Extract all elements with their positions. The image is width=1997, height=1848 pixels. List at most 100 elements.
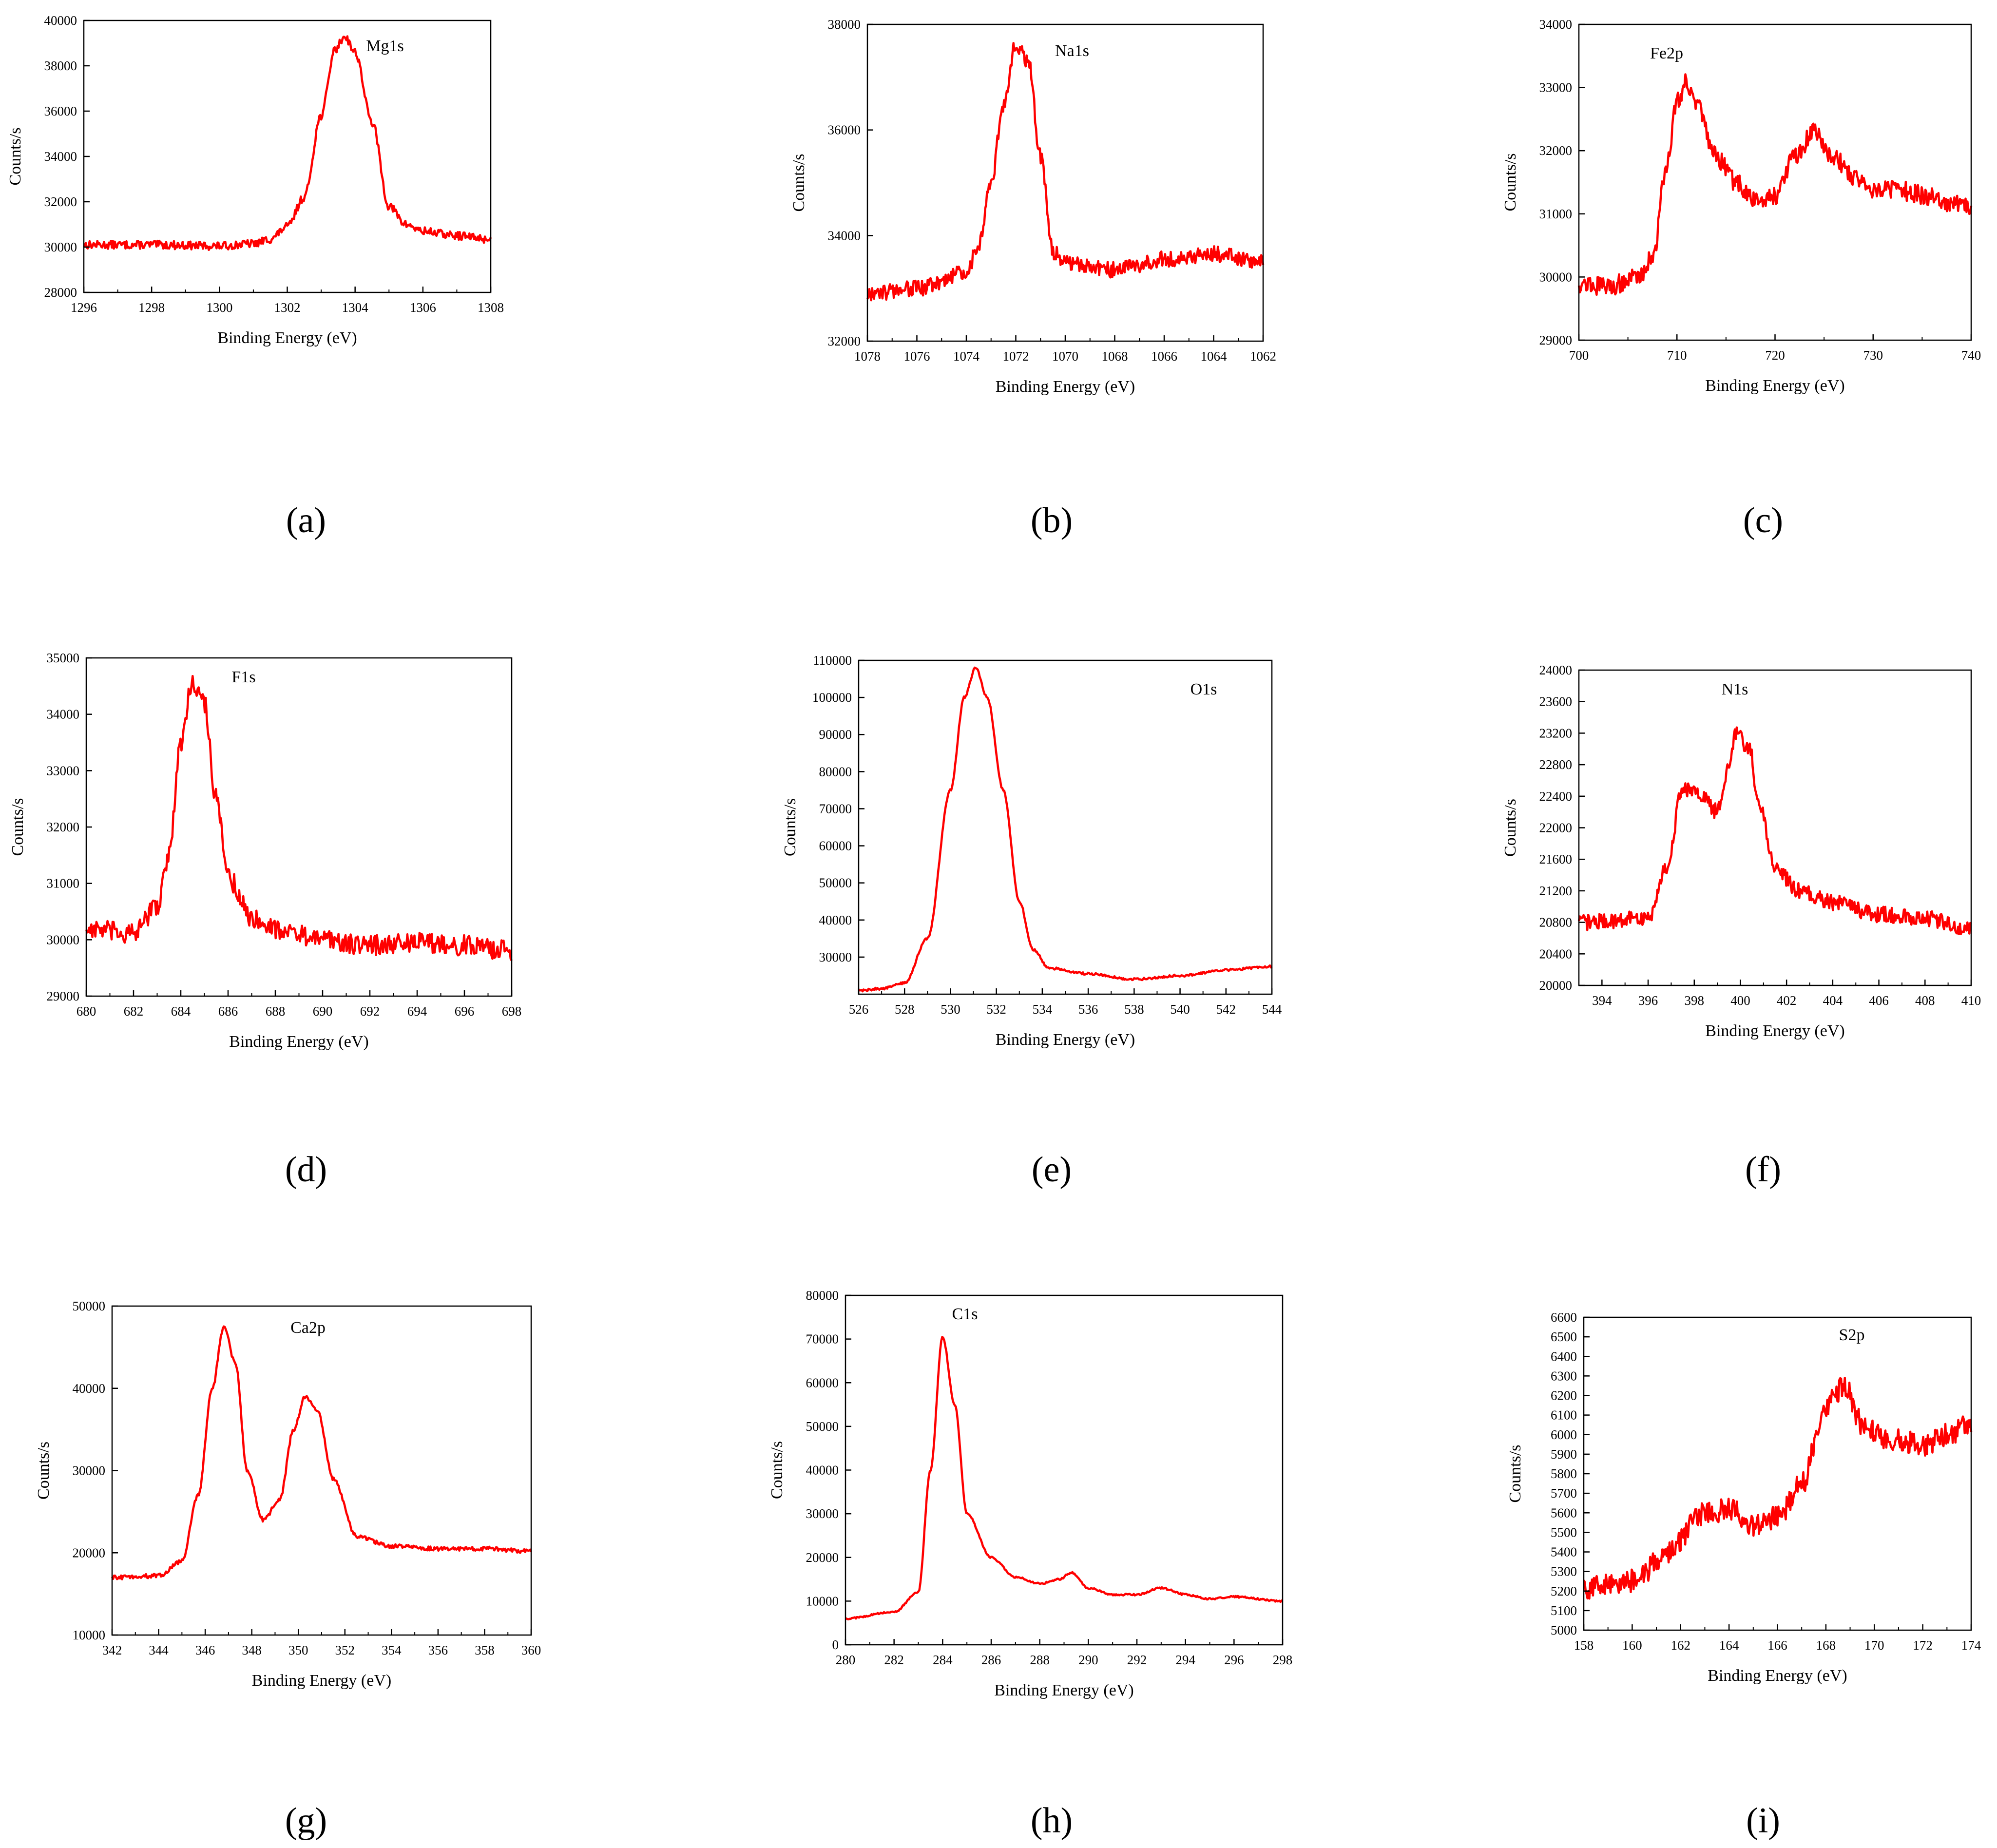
y-axis-label: Counts/s xyxy=(768,1441,786,1499)
x-tick-label: 290 xyxy=(1078,1653,1098,1667)
x-tick-label: 1300 xyxy=(206,300,232,315)
series-line-d xyxy=(85,674,513,962)
y-tick-label: 60000 xyxy=(819,839,852,853)
panel-letter: (i) xyxy=(1746,1801,1780,1841)
peak-label: C1s xyxy=(952,1305,978,1323)
y-tick-label: 36000 xyxy=(44,104,77,118)
plot-frame xyxy=(1578,669,1972,986)
x-tick-label: 532 xyxy=(986,1002,1006,1017)
y-tick-label: 33000 xyxy=(1539,80,1573,95)
plot-frame xyxy=(1583,1316,1972,1631)
x-axis-label: Binding Energy (eV) xyxy=(996,378,1135,396)
chart-panel-a: 1296 1298 1300 1302 1304 1306 1308 28000 30000 32… xyxy=(6,13,504,540)
x-tick-label: 682 xyxy=(124,1004,144,1019)
series-line-c xyxy=(1577,73,1973,296)
x-axis-label: Binding Energy (eV) xyxy=(1708,1667,1847,1685)
x-tick-label: 686 xyxy=(218,1004,238,1019)
x-tick-label: 294 xyxy=(1175,1653,1195,1667)
x-tick-label: 402 xyxy=(1777,993,1797,1008)
x-tick-label: 720 xyxy=(1765,348,1785,363)
y-tick-label: 110000 xyxy=(813,653,852,668)
y-tick-label: 29000 xyxy=(1539,333,1573,347)
y-axis-label: Counts/s xyxy=(35,1442,53,1500)
y-tick-label: 50000 xyxy=(806,1419,839,1434)
y-tick-label: 50000 xyxy=(73,1299,106,1313)
panel-letter: (g) xyxy=(285,1801,327,1841)
chart-panel-b: 1078 1076 1074 1072 1070 1068 1066 1064 1062 3200… xyxy=(790,17,1276,540)
x-tick-label: 346 xyxy=(195,1643,215,1657)
y-tick-label: 34000 xyxy=(828,228,861,243)
y-tick-label: 30000 xyxy=(819,950,852,964)
series-line-i xyxy=(1583,1377,1973,1600)
y-tick-label: 30000 xyxy=(44,240,77,254)
x-axis-label: Binding Energy (eV) xyxy=(229,1033,368,1051)
x-tick-label: 544 xyxy=(1262,1002,1282,1017)
x-tick-label: 166 xyxy=(1767,1638,1787,1653)
y-tick-label: 5800 xyxy=(1551,1466,1577,1481)
x-tick-label: 284 xyxy=(933,1653,953,1667)
peak-label: F1s xyxy=(231,668,255,686)
chart-panel-c: 700 710 720 730 740 29000 30000 31000 32000 33000… xyxy=(1501,17,1981,540)
x-tick-label: 694 xyxy=(407,1004,427,1019)
y-tick-label: 34000 xyxy=(1539,17,1573,32)
x-tick-label: 534 xyxy=(1033,1002,1053,1017)
x-tick-label: 700 xyxy=(1569,348,1589,363)
x-tick-label: 740 xyxy=(1961,348,1981,363)
x-tick-label: 1068 xyxy=(1102,349,1128,364)
x-tick-label: 1062 xyxy=(1250,349,1276,364)
y-axis-label: Counts/s xyxy=(790,154,808,212)
x-tick-label: 170 xyxy=(1864,1638,1884,1653)
series-line-b xyxy=(866,42,1265,302)
x-tick-label: 164 xyxy=(1719,1638,1739,1653)
plot-frame xyxy=(1578,23,1972,341)
y-tick-label: 30000 xyxy=(47,932,80,947)
x-tick-label: 1308 xyxy=(478,300,504,315)
y-tick-label: 20000 xyxy=(1539,978,1573,993)
y-tick-label: 30000 xyxy=(1539,270,1573,284)
x-tick-label: 1306 xyxy=(410,300,436,315)
panel-letter: (e) xyxy=(1032,1150,1072,1190)
y-tick-label: 5100 xyxy=(1551,1603,1577,1618)
y-tick-label: 36000 xyxy=(828,123,861,137)
x-tick-label: 356 xyxy=(428,1643,448,1657)
peak-label: Ca2p xyxy=(290,1319,326,1337)
x-tick-label: 526 xyxy=(849,1002,869,1017)
x-tick-label: 536 xyxy=(1078,1002,1098,1017)
x-tick-label: 1072 xyxy=(1003,349,1029,364)
x-tick-label: 404 xyxy=(1823,993,1843,1008)
chart-panel-i: 158 160 162 164 166 168 170 172 174 5000 5100 5200 5… xyxy=(1506,1310,1981,1841)
x-tick-label: 710 xyxy=(1667,348,1687,363)
x-tick-label: 730 xyxy=(1863,348,1883,363)
y-tick-label: 22800 xyxy=(1539,757,1573,772)
x-tick-label: 292 xyxy=(1127,1653,1147,1667)
y-tick-label: 5400 xyxy=(1551,1545,1577,1559)
y-tick-label: 80000 xyxy=(819,764,852,779)
y-axis-label: Counts/s xyxy=(1501,799,1519,857)
y-axis-label: Counts/s xyxy=(1501,153,1519,211)
y-tick-label: 32000 xyxy=(47,820,80,834)
x-tick-label: 1074 xyxy=(953,349,980,364)
x-tick-label: 1070 xyxy=(1052,349,1078,364)
y-tick-label: 21200 xyxy=(1539,884,1573,898)
panel-letter: (b) xyxy=(1031,500,1073,540)
x-tick-label: 396 xyxy=(1638,993,1658,1008)
peak-label: Mg1s xyxy=(366,37,403,55)
y-tick-label: 24000 xyxy=(1539,663,1573,677)
x-tick-label: 698 xyxy=(502,1004,522,1019)
chart-panel-h: 280 282 284 286 288 290 292 294 296 298 0 10000 2000… xyxy=(768,1288,1292,1841)
peak-label: Na1s xyxy=(1055,42,1089,60)
y-tick-label: 5500 xyxy=(1551,1525,1577,1540)
y-tick-label: 31000 xyxy=(1539,207,1573,221)
x-tick-label: 286 xyxy=(981,1653,1001,1667)
y-tick-label: 70000 xyxy=(806,1332,839,1347)
y-tick-label: 22400 xyxy=(1539,789,1573,804)
x-tick-label: 350 xyxy=(288,1643,308,1657)
series-line-e xyxy=(858,666,1273,993)
x-tick-label: 680 xyxy=(77,1004,96,1019)
y-tick-label: 38000 xyxy=(44,58,77,73)
y-tick-label: 30000 xyxy=(806,1506,839,1521)
x-tick-label: 1078 xyxy=(854,349,881,364)
x-tick-label: 298 xyxy=(1273,1653,1293,1667)
y-axis-label: Counts/s xyxy=(1506,1444,1524,1502)
y-tick-label: 22000 xyxy=(1539,821,1573,835)
